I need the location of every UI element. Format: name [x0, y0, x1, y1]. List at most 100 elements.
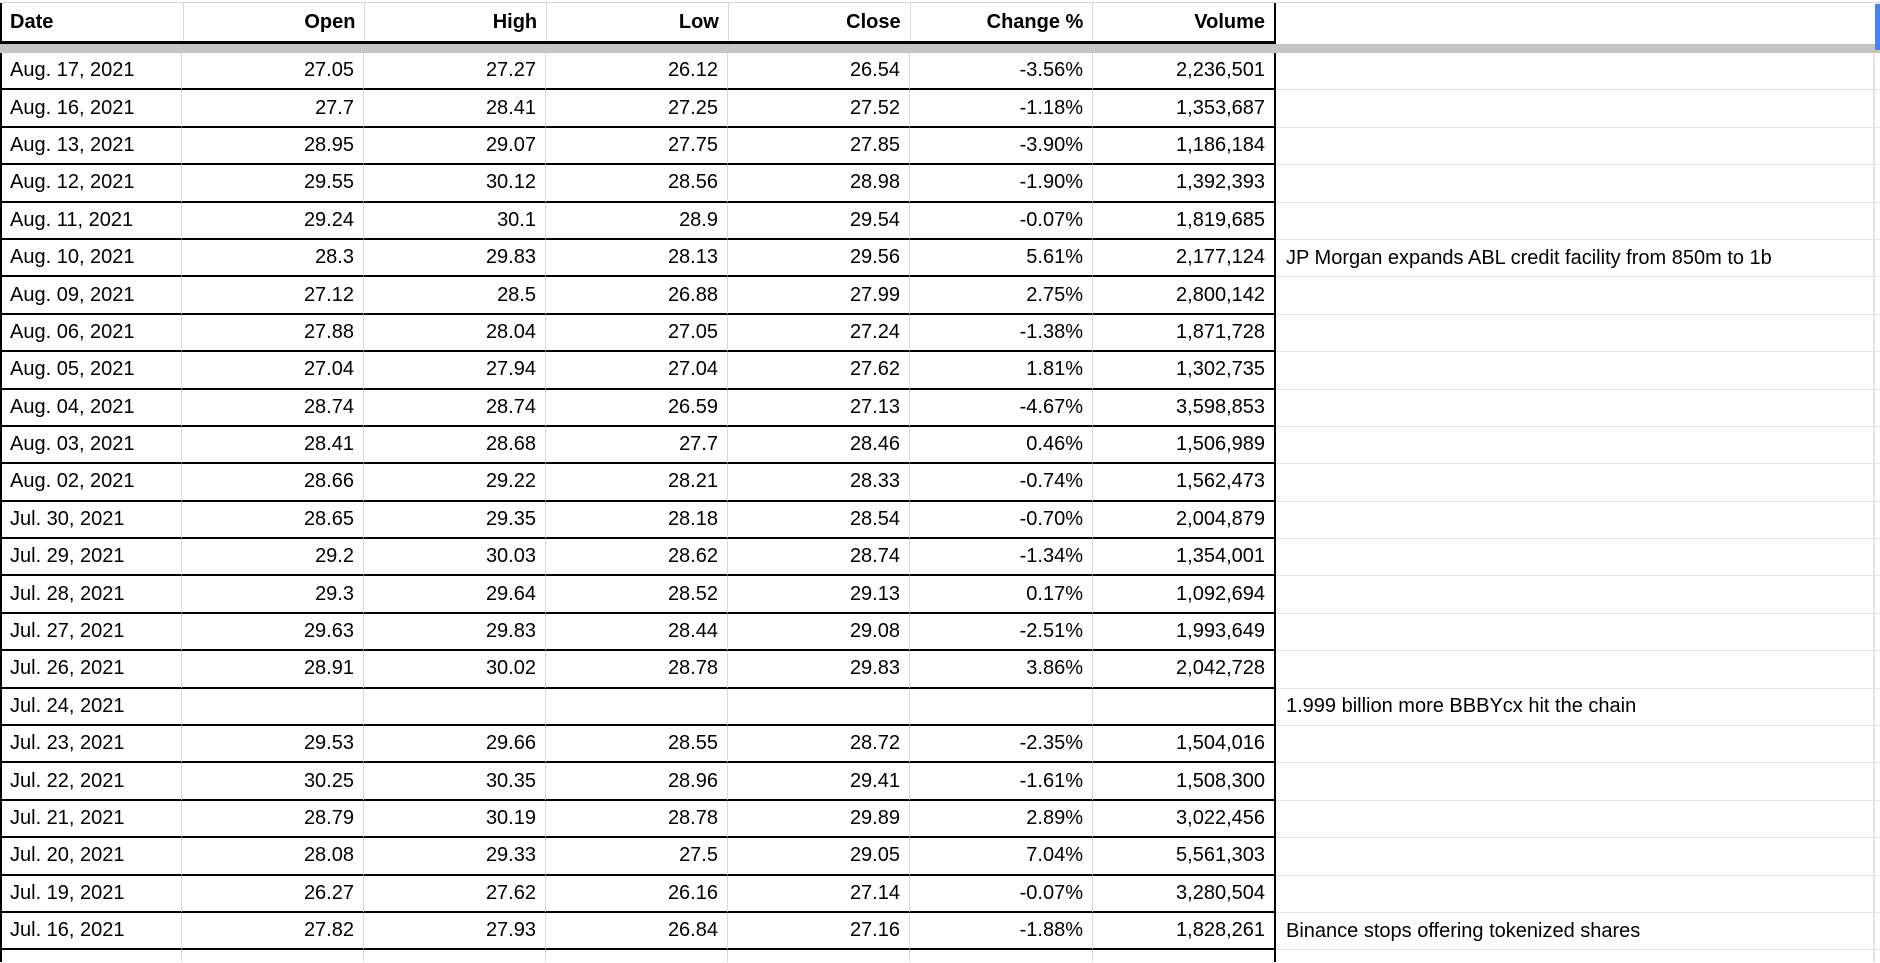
cell-stub[interactable] — [182, 950, 364, 963]
cell-high[interactable]: 30.03 — [364, 539, 546, 577]
cell-change[interactable]: -0.70% — [910, 501, 1093, 540]
cell-close[interactable]: 29.54 — [728, 202, 910, 240]
cell-annotation[interactable] — [1276, 539, 1875, 577]
cell-date[interactable]: Jul. 26, 2021 — [0, 651, 182, 689]
cell-volume[interactable] — [1093, 688, 1276, 727]
cell-volume[interactable]: 2,004,879 — [1093, 501, 1276, 540]
cell-stub[interactable] — [1875, 876, 1880, 913]
cell-stub[interactable] — [1875, 277, 1880, 315]
header-cell-change[interactable]: Change % — [911, 3, 1094, 41]
cell-volume[interactable]: 1,504,016 — [1093, 726, 1276, 764]
cell-stub[interactable] — [1875, 801, 1880, 839]
cell-open[interactable]: 28.79 — [182, 800, 364, 839]
cell-date[interactable]: Aug. 05, 2021 — [0, 352, 182, 390]
cell-close[interactable]: 27.13 — [728, 389, 910, 427]
cell-change[interactable]: -1.90% — [910, 165, 1093, 203]
cell-low[interactable]: 28.78 — [546, 651, 728, 689]
cell-close[interactable]: 27.14 — [728, 875, 910, 913]
cell-volume[interactable]: 1,353,687 — [1093, 90, 1276, 128]
cell-annotation[interactable] — [1276, 426, 1875, 465]
cell-low[interactable]: 28.62 — [546, 539, 728, 577]
cell-annotation[interactable] — [1276, 763, 1875, 801]
cell-high[interactable]: 29.83 — [364, 613, 546, 652]
cell-high[interactable]: 30.35 — [364, 763, 546, 801]
cell-low[interactable]: 28.56 — [546, 165, 728, 203]
cell-close[interactable]: 27.24 — [728, 314, 910, 353]
cell-date[interactable]: Jul. 19, 2021 — [0, 875, 182, 913]
cell-change[interactable]: -0.07% — [910, 875, 1093, 913]
header-cell-volume[interactable]: Volume — [1093, 3, 1277, 41]
cell-annotation[interactable] — [1276, 127, 1875, 166]
cell-change[interactable]: -1.34% — [910, 539, 1093, 577]
cell-annotation[interactable]: Binance stops offering tokenized shares — [1276, 912, 1875, 951]
cell-low[interactable]: 28.13 — [546, 239, 728, 278]
cell-open[interactable]: 29.24 — [182, 202, 364, 240]
cell-close[interactable]: 29.41 — [728, 763, 910, 801]
cell-high[interactable]: 29.07 — [364, 127, 546, 166]
cell-volume[interactable]: 1,506,989 — [1093, 426, 1276, 465]
cell-annotation[interactable] — [1276, 464, 1875, 502]
cell-annotation[interactable] — [1276, 651, 1875, 689]
cell-close[interactable]: 27.52 — [728, 90, 910, 128]
cell-stub[interactable] — [728, 950, 910, 963]
cell-open[interactable]: 28.41 — [182, 426, 364, 465]
cell-date[interactable]: Aug. 04, 2021 — [0, 389, 182, 427]
cell-volume[interactable]: 3,598,853 — [1093, 389, 1276, 427]
cell-high[interactable]: 28.41 — [364, 90, 546, 128]
cell-stub[interactable] — [546, 950, 728, 963]
cell-stub[interactable] — [1875, 390, 1880, 427]
header-cell-high[interactable]: High — [365, 3, 548, 41]
cell-low[interactable]: 27.04 — [546, 352, 728, 390]
cell-volume[interactable]: 1,871,728 — [1093, 314, 1276, 353]
cell-close[interactable]: 28.74 — [728, 539, 910, 577]
cell-low[interactable]: 28.78 — [546, 800, 728, 839]
cell-change[interactable]: -0.07% — [910, 202, 1093, 240]
cell-volume[interactable]: 1,354,001 — [1093, 539, 1276, 577]
cell-close[interactable]: 28.98 — [728, 165, 910, 203]
cell-low[interactable] — [546, 688, 728, 727]
cell-open[interactable]: 28.08 — [182, 838, 364, 876]
cell-low[interactable]: 28.44 — [546, 613, 728, 652]
cell-high[interactable]: 27.27 — [364, 53, 546, 91]
cell-high[interactable]: 29.22 — [364, 464, 546, 502]
cell-high[interactable]: 29.35 — [364, 501, 546, 540]
cell-open[interactable]: 28.3 — [182, 239, 364, 278]
cell-open[interactable]: 29.3 — [182, 576, 364, 614]
cell-stub[interactable] — [364, 950, 546, 963]
cell-close[interactable]: 28.33 — [728, 464, 910, 502]
cell-volume[interactable]: 1,993,649 — [1093, 613, 1276, 652]
cell-open[interactable]: 29.53 — [182, 726, 364, 764]
cell-low[interactable]: 26.12 — [546, 53, 728, 91]
cell-date[interactable]: Aug. 06, 2021 — [0, 314, 182, 353]
cell-open[interactable]: 26.27 — [182, 875, 364, 913]
cell-close[interactable]: 29.89 — [728, 800, 910, 839]
cell-change[interactable]: 5.61% — [910, 239, 1093, 278]
cell-close[interactable]: 29.05 — [728, 838, 910, 876]
cell-stub[interactable] — [1875, 315, 1880, 353]
cell-stub[interactable] — [1875, 90, 1880, 128]
cell-high[interactable]: 28.74 — [364, 389, 546, 427]
cell-open[interactable]: 27.05 — [182, 53, 364, 91]
cell-open[interactable]: 27.7 — [182, 90, 364, 128]
cell-low[interactable]: 27.7 — [546, 426, 728, 465]
cell-open[interactable]: 29.55 — [182, 165, 364, 203]
cell-high[interactable]: 30.02 — [364, 651, 546, 689]
cell-date[interactable]: Jul. 30, 2021 — [0, 501, 182, 540]
cell-open[interactable]: 30.25 — [182, 763, 364, 801]
cell-stub[interactable] — [1875, 502, 1880, 540]
cell-high[interactable]: 30.12 — [364, 165, 546, 203]
cell-close[interactable]: 29.83 — [728, 651, 910, 689]
header-cell-close[interactable]: Close — [729, 3, 911, 41]
header-cell-date[interactable]: Date — [2, 3, 184, 41]
cell-change[interactable]: 2.89% — [910, 800, 1093, 839]
cell-close[interactable]: 27.62 — [728, 352, 910, 390]
cell-high[interactable]: 30.19 — [364, 800, 546, 839]
cell-low[interactable]: 26.59 — [546, 389, 728, 427]
cell-volume[interactable]: 1,562,473 — [1093, 464, 1276, 502]
cell-stub[interactable] — [1875, 165, 1880, 203]
cell-date[interactable]: Aug. 02, 2021 — [0, 464, 182, 502]
cell-high[interactable]: 29.66 — [364, 726, 546, 764]
cell-low[interactable]: 28.55 — [546, 726, 728, 764]
cell-close[interactable]: 28.46 — [728, 426, 910, 465]
cell-close[interactable]: 28.72 — [728, 726, 910, 764]
